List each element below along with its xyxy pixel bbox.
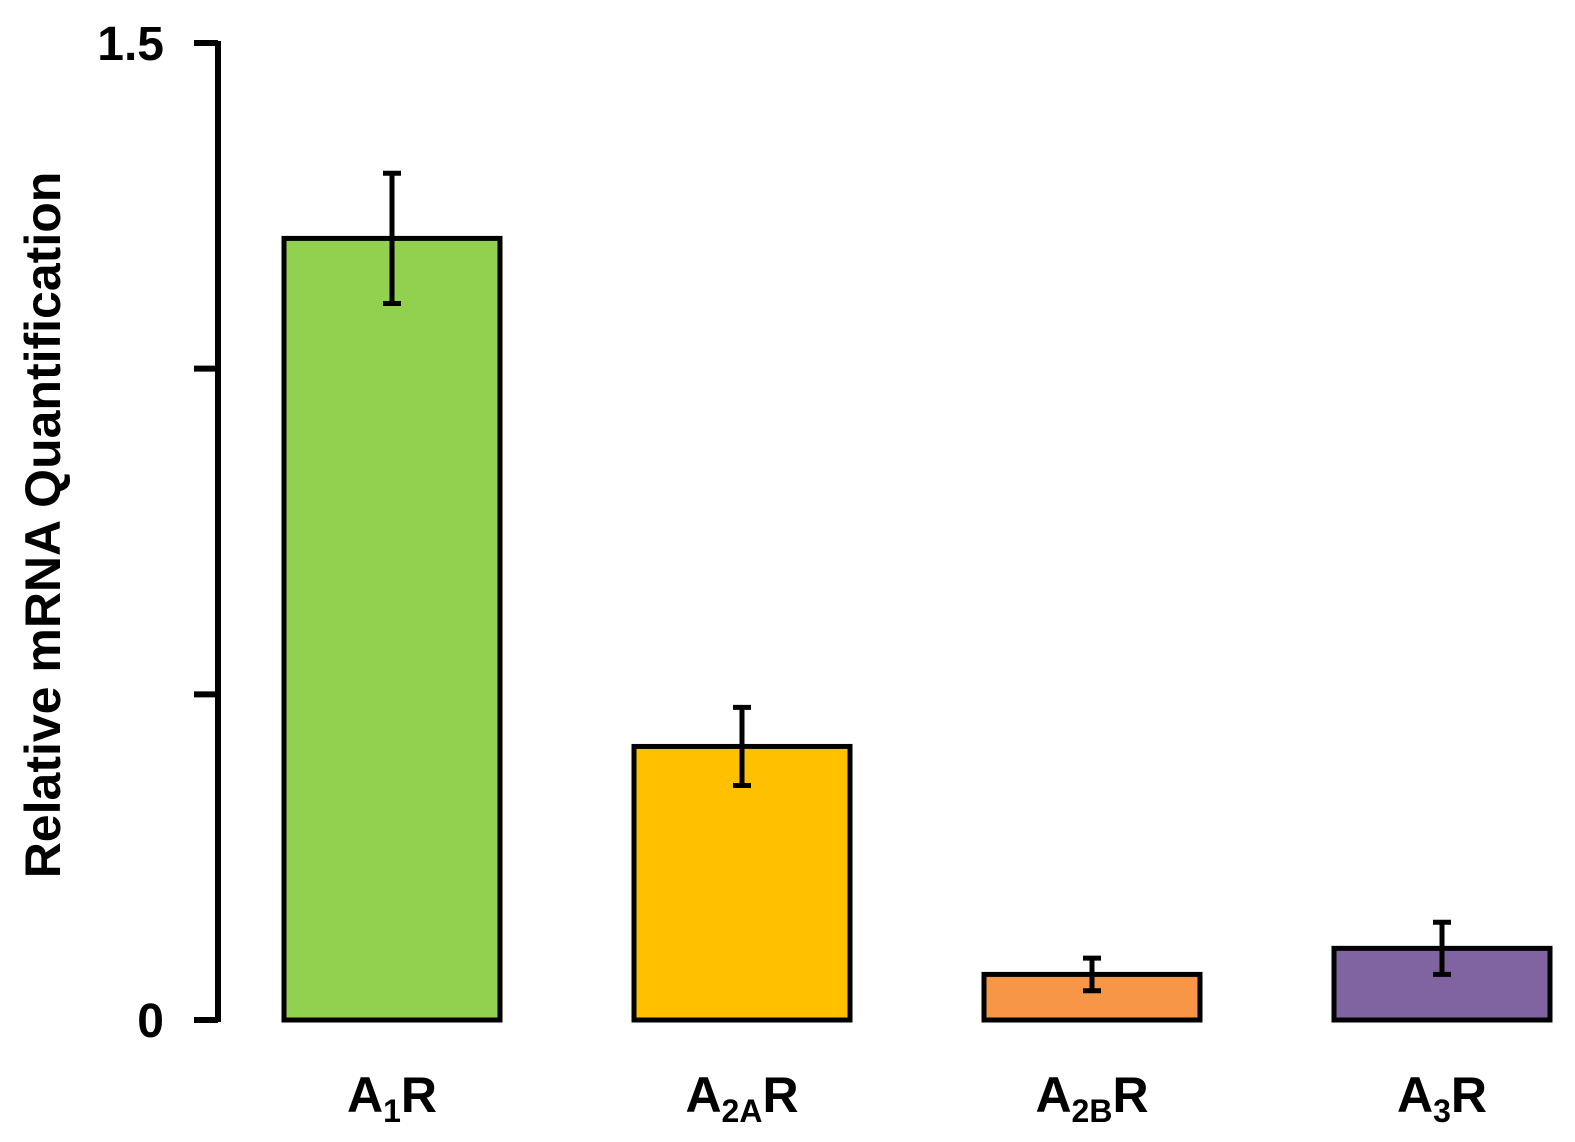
bar bbox=[981, 971, 1203, 1023]
y-axis-title: Relative mRNA Quantification bbox=[15, 172, 71, 879]
x-tick-label: A1R bbox=[347, 1067, 437, 1129]
x-tick-label: A2AR bbox=[685, 1067, 798, 1129]
bar bbox=[631, 743, 853, 1023]
error-bars bbox=[383, 170, 1451, 994]
x-tick-label: A3R bbox=[1397, 1067, 1487, 1129]
bars bbox=[281, 235, 1553, 1023]
y-tick-label: 1.5 bbox=[97, 18, 164, 71]
y-axis: 01.5 bbox=[97, 18, 221, 1048]
y-tick-label: 0 bbox=[137, 995, 164, 1048]
x-axis-labels: A1R A2AR A2BR A3R bbox=[347, 1067, 1487, 1129]
x-tick-label: A2BR bbox=[1035, 1067, 1148, 1129]
bar bbox=[281, 235, 503, 1023]
